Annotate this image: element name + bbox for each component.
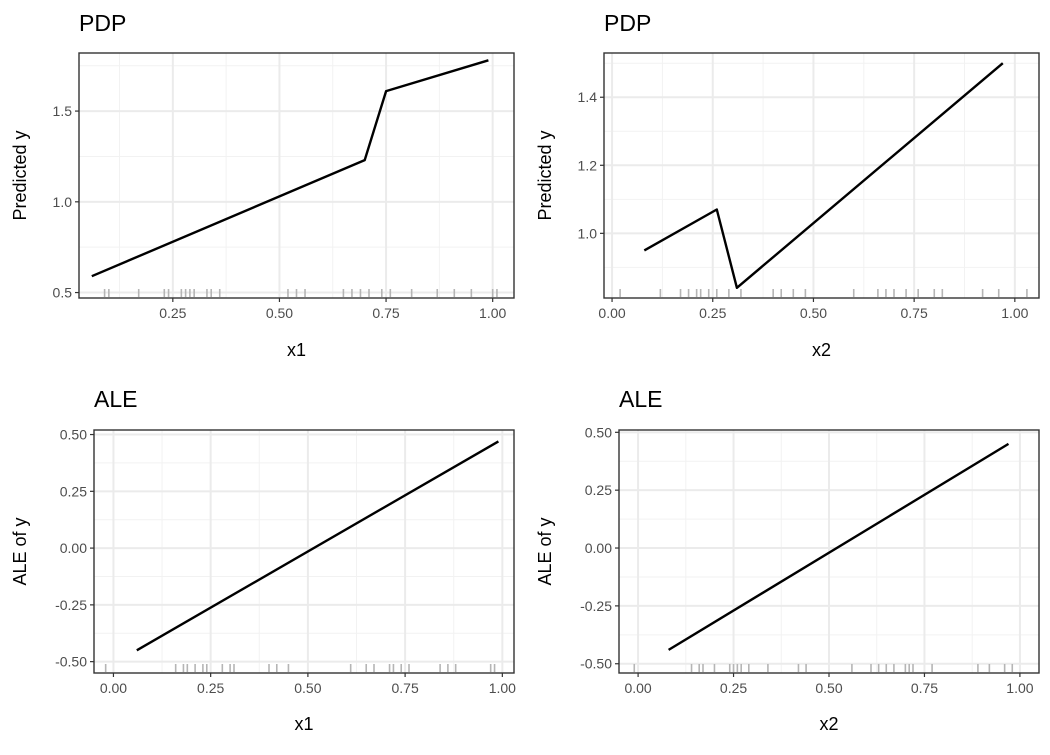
x-tick-label: 0.25 (159, 305, 186, 321)
y-tick-label: 1.0 (53, 194, 73, 210)
y-tick-label: 0.50 (60, 427, 87, 443)
x-tick-label: 0.75 (372, 305, 399, 321)
x-tick-label: 0.25 (720, 680, 747, 696)
ale-x1-panel: 0.00 0.25 0.50 0.75 1.00 -0.50 -0.25 0.00 0.25 0.… (10, 386, 516, 734)
y-axis-label: ALE of y (10, 517, 30, 585)
x-tick-label: 1.00 (1006, 680, 1033, 696)
panel-border (603, 52, 1040, 299)
panel-border (78, 52, 515, 299)
x-tick-label: 0.00 (598, 305, 625, 321)
x-tick-label: 0.75 (901, 305, 928, 321)
series-line (643, 62, 1004, 289)
y-tick-label: -0.50 (55, 654, 87, 670)
plot-background (94, 430, 514, 673)
pdp-x1-panel: 0.25 0.50 0.75 1.00 0.5 1.0 1.5 PDP x1 Predicted … (10, 10, 515, 360)
x-tick-label: 1.00 (489, 680, 516, 696)
x-axis-label: x2 (819, 714, 838, 734)
x-tick-label: 1.00 (1001, 305, 1028, 321)
y-tick-label: 1.0 (578, 225, 598, 241)
x-tick-label: 1.00 (479, 305, 506, 321)
y-tick-label: 0.25 (60, 483, 87, 499)
y-tick-label: -0.25 (580, 598, 612, 614)
y-tick-label: 1.5 (53, 103, 73, 119)
plot-background (604, 53, 1039, 298)
y-tick-label: 0.00 (585, 540, 612, 556)
series-line (667, 442, 1010, 651)
x-axis-label: x2 (812, 340, 831, 360)
y-tick-label: -0.25 (55, 597, 87, 613)
chart-title: ALE (94, 386, 137, 412)
y-tick-label: 0.25 (585, 482, 612, 498)
y-tick-label: 0.50 (585, 424, 612, 440)
series-line (136, 440, 500, 652)
y-tick-label: 0.5 (53, 285, 73, 301)
x-tick-label: 0.25 (699, 305, 726, 321)
series-line (91, 59, 489, 278)
chart-title: ALE (619, 386, 662, 412)
x-tick-label: 0.00 (624, 680, 651, 696)
x-axis-label: x1 (294, 714, 313, 734)
x-tick-label: 0.25 (197, 680, 224, 696)
plot-background (79, 53, 514, 298)
x-tick-label: 0.50 (800, 305, 827, 321)
x-axis-label: x1 (287, 340, 306, 360)
x-tick-label: 0.75 (391, 680, 418, 696)
x-tick-label: 0.75 (911, 680, 938, 696)
pdp-x2-panel: 0.00 0.25 0.50 0.75 1.00 1.0 1.2 1.4 PDP x2 Predic… (535, 10, 1040, 360)
y-tick-label: -0.50 (580, 656, 612, 672)
y-axis-label: Predicted y (535, 130, 555, 220)
y-tick-label: 1.2 (578, 157, 598, 173)
chart-title: PDP (604, 10, 651, 36)
panel-border (93, 429, 515, 674)
ale-x2-panel: 0.00 0.25 0.50 0.75 1.00 -0.50 -0.25 0.00 0.25 0.… (535, 386, 1040, 734)
x-tick-label: 0.00 (100, 680, 127, 696)
x-tick-label: 0.50 (266, 305, 293, 321)
y-tick-label: 1.4 (578, 89, 598, 105)
chart-title: PDP (79, 10, 126, 36)
y-axis-label: Predicted y (10, 130, 30, 220)
y-axis-label: ALE of y (535, 517, 555, 585)
x-tick-label: 0.50 (815, 680, 842, 696)
y-tick-label: 0.00 (60, 540, 87, 556)
x-tick-label: 0.50 (294, 680, 321, 696)
